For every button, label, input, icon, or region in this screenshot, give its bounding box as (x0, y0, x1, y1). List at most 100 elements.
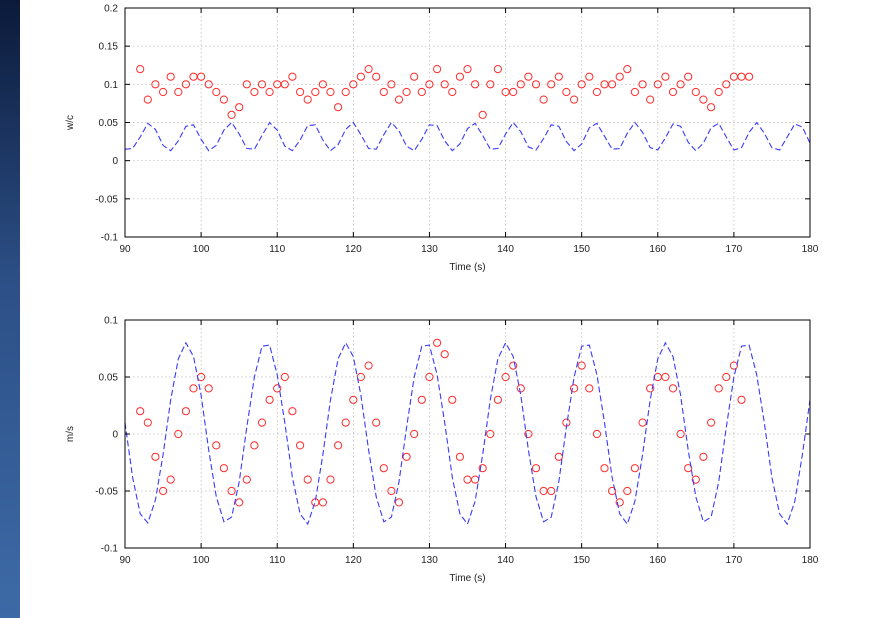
data-point (691, 475, 700, 484)
data-point (539, 95, 548, 104)
y-axis-label: m/s (65, 426, 76, 442)
data-point (455, 452, 464, 461)
data-point (699, 452, 708, 461)
data-point (570, 384, 579, 393)
y-tick-label: 0.1 (104, 80, 118, 91)
x-tick-label: 160 (649, 555, 666, 566)
x-axis-label: Time (s) (449, 573, 485, 584)
data-point (455, 72, 464, 81)
data-point (372, 418, 381, 427)
data-point (280, 80, 289, 89)
data-point (531, 464, 541, 473)
x-tick-label: 100 (193, 244, 210, 255)
y-tick-label: 0.2 (104, 4, 118, 15)
data-point (311, 87, 320, 97)
data-point (402, 87, 411, 97)
data-point (676, 429, 685, 439)
y-tick-label: -0.1 (101, 544, 119, 555)
data-point (516, 80, 525, 89)
data-point (257, 80, 267, 89)
y-tick-label: -0.05 (95, 194, 118, 205)
x-tick-label: 160 (649, 244, 666, 255)
data-point (524, 429, 533, 439)
data-point (478, 110, 487, 120)
data-point (531, 80, 541, 89)
x-tick-label: 180 (802, 555, 819, 566)
x-tick-label: 90 (119, 555, 131, 566)
data-point (364, 361, 373, 370)
figure-svg: 90 100 110 120 130 140 150 160 170 180 -0.1 -0.05 0 0… (65, 4, 819, 585)
data-point (493, 395, 502, 404)
data-point (151, 80, 160, 89)
data-point (570, 95, 579, 104)
data-point (341, 87, 350, 97)
data-point (714, 87, 723, 97)
data-point (159, 87, 168, 97)
data-point (349, 395, 358, 404)
data-point (219, 95, 228, 104)
top-subplot: 90 100 110 120 130 140 150 160 170 180 -0.1 -0.05 0 0… (65, 4, 819, 274)
data-point (136, 65, 145, 74)
series-model-line (124, 341, 811, 526)
data-point (242, 80, 251, 89)
data-point (296, 87, 305, 97)
data-point (227, 110, 236, 120)
data-point (623, 486, 632, 496)
data-point (143, 95, 152, 104)
series-model-line (124, 121, 811, 152)
data-point (372, 72, 381, 81)
data-point (181, 407, 190, 416)
data-point (547, 486, 556, 496)
data-point (684, 72, 693, 81)
data-point (166, 475, 175, 484)
data-point (181, 80, 190, 89)
data-point (425, 372, 434, 382)
x-tick-label: 180 (802, 244, 819, 255)
data-point (326, 87, 335, 97)
data-point (433, 338, 442, 347)
series-measured-markers (136, 65, 754, 120)
plot-area (125, 320, 810, 548)
data-point (136, 407, 145, 416)
data-point (189, 384, 198, 393)
x-axis-label: Time (s) (449, 262, 485, 273)
data-point (463, 65, 472, 74)
left-edge-gradient (0, 0, 20, 618)
y-tick-label: 0.15 (99, 42, 119, 53)
x-tick-label: 130 (421, 244, 438, 255)
data-point (585, 72, 594, 81)
data-point (265, 87, 274, 97)
data-point (174, 429, 183, 439)
data-point (554, 72, 563, 81)
data-point (661, 372, 670, 382)
data-point (638, 418, 647, 427)
data-point (729, 361, 739, 370)
data-point (471, 80, 480, 89)
x-tick-label: 170 (726, 244, 743, 255)
data-point (334, 441, 343, 450)
data-point (296, 441, 305, 450)
data-point (318, 80, 327, 89)
data-point (356, 72, 365, 81)
data-point (722, 372, 731, 382)
data-point (448, 395, 457, 404)
y-tick-label: 0.1 (104, 316, 118, 327)
y-tick-label: 0.05 (99, 118, 119, 129)
data-point (714, 384, 723, 393)
data-point (235, 103, 244, 112)
data-point (288, 72, 297, 81)
data-point (615, 498, 624, 507)
data-point (387, 486, 396, 496)
x-tick-label: 140 (497, 555, 514, 566)
data-point (334, 103, 343, 112)
data-point (349, 80, 358, 89)
x-tick-label: 110 (269, 555, 285, 566)
data-point (509, 361, 518, 370)
data-point (410, 72, 419, 81)
y-tick-label: -0.1 (101, 233, 119, 244)
data-point (303, 475, 312, 484)
data-point (608, 80, 617, 89)
data-point (280, 372, 289, 382)
data-point (242, 475, 251, 484)
data-point (646, 384, 655, 393)
